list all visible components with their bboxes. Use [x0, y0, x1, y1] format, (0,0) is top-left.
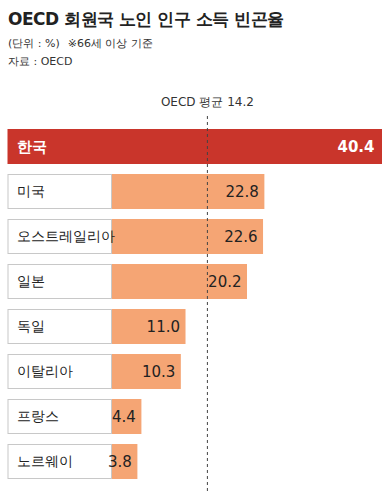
- svg-text:22.6: 22.6: [224, 228, 257, 246]
- svg-text:독일: 독일: [17, 318, 45, 334]
- html-text:※66세 이상 기준: ※66세 이상 기준: [67, 37, 153, 50]
- svg-text:OECD 평균 14.2: OECD 평균 14.2: [161, 95, 254, 109]
- html-text:(단위 : %): (단위 : %): [8, 37, 60, 50]
- svg-text:3.8: 3.8: [108, 453, 132, 471]
- svg-text:일본: 일본: [17, 273, 45, 289]
- svg-text:이탈리아: 이탈리아: [17, 363, 73, 379]
- svg-text:22.8: 22.8: [225, 183, 258, 201]
- svg-text:프랑스: 프랑스: [17, 408, 59, 424]
- svg-text:한국: 한국: [17, 138, 47, 156]
- svg-text:20.2: 20.2: [208, 273, 241, 291]
- svg-text:미국: 미국: [17, 183, 45, 199]
- svg-text:오스트레일리아: 오스트레일리아: [17, 228, 115, 244]
- svg-text:40.4: 40.4: [337, 138, 374, 156]
- svg-text:4.4: 4.4: [112, 408, 136, 426]
- svg-text:11.0: 11.0: [147, 318, 180, 336]
- svg-text:10.3: 10.3: [142, 363, 175, 381]
- html-text:자료 : OECD: 자료 : OECD: [8, 55, 73, 68]
- html-text:OECD 회원국 노인 인구 소득 빈곤율: OECD 회원국 노인 인구 소득 빈곤율: [8, 9, 284, 29]
- svg-text:노르웨이: 노르웨이: [17, 453, 73, 469]
